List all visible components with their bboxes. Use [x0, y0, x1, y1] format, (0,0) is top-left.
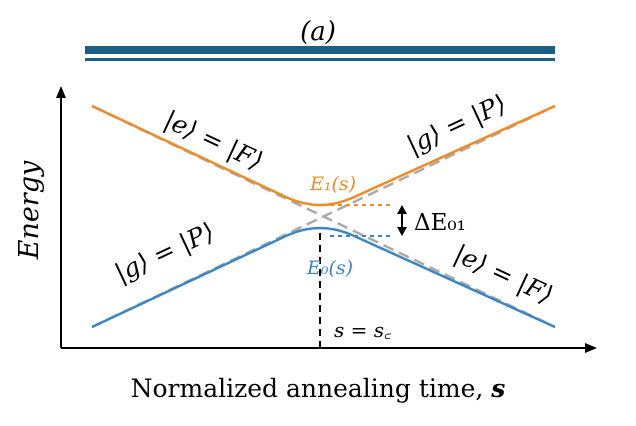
x-axis-label-symbol: s — [490, 374, 505, 403]
gap-arrow-head-down — [397, 227, 407, 236]
x-axis-label: Normalized annealing time, s — [131, 374, 506, 403]
y-axis-arrow — [56, 86, 66, 98]
label-gap: ΔE₀₁ — [414, 210, 466, 236]
label-critical: s = s꜀ — [334, 318, 391, 342]
label-lower-left: |g⟩ = |P⟩ — [110, 217, 219, 289]
label-upper-left: |e⟩ = |F⟩ — [159, 105, 267, 177]
header-bar-thick — [85, 46, 555, 54]
label-lower-right: |e⟩ = |F⟩ — [449, 239, 557, 311]
upper-energy-curve — [91, 104, 556, 207]
panel-label: (a) — [300, 17, 336, 47]
lower-energy-curve — [91, 226, 556, 329]
gap-arrow-head-up — [397, 205, 407, 214]
label-e1: E₁(s) — [309, 173, 356, 195]
x-axis-label-text: Normalized annealing time, — [131, 374, 492, 403]
y-axis-label: Energy — [14, 160, 45, 260]
label-e0: E₀(s) — [306, 257, 353, 279]
x-axis-arrow — [585, 343, 597, 353]
header-bar-thin — [85, 58, 555, 61]
